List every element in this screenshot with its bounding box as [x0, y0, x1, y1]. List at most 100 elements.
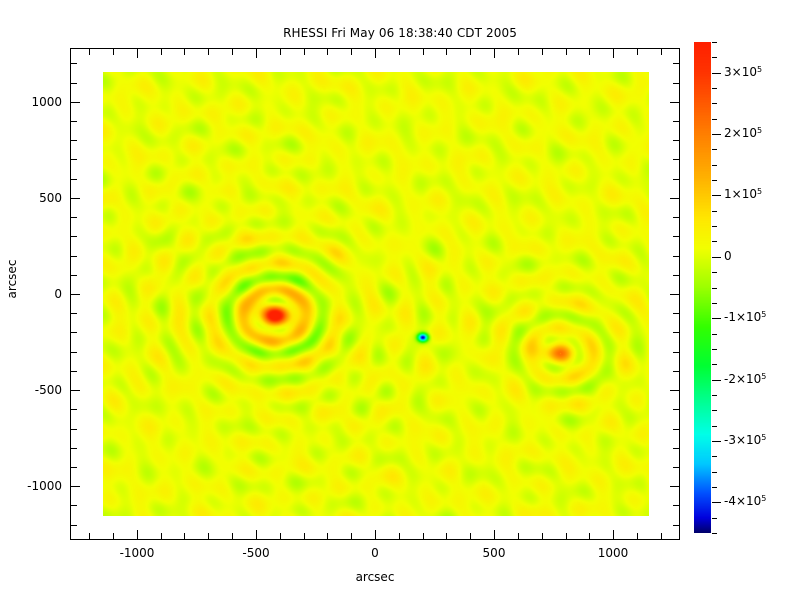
y-axis-title: arcsec	[5, 259, 19, 299]
colorbar-major-tick	[712, 502, 721, 503]
y-axis-minor-tick	[71, 121, 77, 122]
x-axis-top-major-tick	[256, 49, 257, 58]
colorbar-tick-label: -3×105	[724, 433, 767, 447]
y-axis-right-minor-tick	[673, 275, 679, 276]
colorbar-minor-tick	[712, 487, 717, 488]
colorbar-minor-tick	[712, 42, 717, 43]
y-axis-minor-tick	[71, 467, 77, 468]
colorbar-major-tick	[712, 441, 721, 442]
x-axis-top-minor-tick	[566, 49, 567, 55]
y-axis-right-minor-tick	[673, 313, 679, 314]
y-axis-tick-label: -500	[34, 383, 62, 397]
x-axis-minor-tick	[113, 533, 114, 539]
x-axis-major-tick	[137, 530, 138, 539]
y-axis-tick-label: -1000	[27, 479, 62, 493]
colorbar-minor-tick	[712, 272, 717, 273]
y-axis-major-tick	[71, 294, 80, 295]
colorbar-major-tick	[712, 380, 721, 381]
colorbar-gradient	[694, 42, 711, 533]
y-axis-right-minor-tick	[673, 448, 679, 449]
y-axis-right-major-tick	[670, 294, 679, 295]
y-axis-minor-tick	[71, 409, 77, 410]
colorbar-minor-tick	[712, 288, 717, 289]
y-axis-right-minor-tick	[673, 140, 679, 141]
x-axis-minor-tick	[161, 533, 162, 539]
x-axis-tick-label: 500	[482, 546, 506, 560]
colorbar-minor-tick	[712, 57, 717, 58]
y-axis-minor-tick	[71, 313, 77, 314]
colorbar-major-tick	[712, 195, 721, 196]
x-axis-title: arcsec	[355, 570, 395, 584]
colorbar-major-tick	[712, 318, 721, 319]
y-axis-right-minor-tick	[673, 121, 679, 122]
x-axis-minor-tick	[589, 533, 590, 539]
x-axis-top-minor-tick	[161, 49, 162, 55]
x-axis-top-minor-tick	[89, 49, 90, 55]
x-axis-top-minor-tick	[304, 49, 305, 55]
colorbar-minor-tick	[712, 426, 717, 427]
x-axis-minor-tick	[208, 533, 209, 539]
x-axis-minor-tick	[470, 533, 471, 539]
x-axis-minor-tick	[232, 533, 233, 539]
y-axis-right-minor-tick	[673, 525, 679, 526]
y-axis-right-minor-tick	[673, 429, 679, 430]
x-axis-top-major-tick	[375, 49, 376, 58]
colorbar-tick-label: -4×105	[724, 494, 767, 508]
y-axis-major-tick	[71, 486, 80, 487]
colorbar-minor-tick	[712, 334, 717, 335]
x-axis-top-minor-tick	[184, 49, 185, 55]
y-axis-minor-tick	[71, 63, 77, 64]
x-axis-top-minor-tick	[232, 49, 233, 55]
x-axis-minor-tick	[637, 533, 638, 539]
x-axis-minor-tick	[184, 533, 185, 539]
x-axis-top-minor-tick	[661, 49, 662, 55]
y-axis-minor-tick	[71, 505, 77, 506]
y-axis-right-minor-tick	[673, 217, 679, 218]
colorbar-minor-tick	[712, 211, 717, 212]
y-axis-tick-label: 500	[39, 191, 62, 205]
y-axis-minor-tick	[71, 332, 77, 333]
x-axis-top-minor-tick	[351, 49, 352, 55]
y-axis-right-minor-tick	[673, 332, 679, 333]
y-axis-right-minor-tick	[673, 467, 679, 468]
y-axis-right-minor-tick	[673, 63, 679, 64]
x-axis-top-minor-tick	[208, 49, 209, 55]
solar-image-heatmap	[103, 72, 649, 516]
x-axis-top-minor-tick	[327, 49, 328, 55]
y-axis-minor-tick	[71, 256, 77, 257]
colorbar-minor-tick	[712, 149, 717, 150]
x-axis-tick-label: -1000	[119, 546, 155, 560]
y-axis-tick-label: 1000	[31, 95, 62, 109]
x-axis-minor-tick	[327, 533, 328, 539]
y-axis-minor-tick	[71, 525, 77, 526]
y-axis-right-major-tick	[670, 198, 679, 199]
x-axis-top-minor-tick	[113, 49, 114, 55]
x-axis-tick-label: 0	[371, 546, 379, 560]
colorbar-tick-label: 2×105	[724, 126, 763, 140]
x-axis-minor-tick	[446, 533, 447, 539]
x-axis-minor-tick	[518, 533, 519, 539]
x-axis-major-tick	[613, 530, 614, 539]
x-axis-minor-tick	[351, 533, 352, 539]
y-axis-right-minor-tick	[673, 409, 679, 410]
x-axis-tick-label: -500	[242, 546, 270, 560]
colorbar-minor-tick	[712, 103, 717, 104]
colorbar-tick-label: 1×105	[724, 187, 763, 201]
x-axis-top-major-tick	[613, 49, 614, 58]
colorbar-tick-label: -2×105	[724, 372, 767, 386]
y-axis-right-minor-tick	[673, 179, 679, 180]
x-axis-top-minor-tick	[280, 49, 281, 55]
colorbar-minor-tick	[712, 180, 717, 181]
x-axis-major-tick	[375, 530, 376, 539]
colorbar-minor-tick	[712, 165, 717, 166]
x-axis-top-minor-tick	[446, 49, 447, 55]
y-axis-minor-tick	[71, 448, 77, 449]
y-axis-right-minor-tick	[673, 159, 679, 160]
y-axis-major-tick	[71, 390, 80, 391]
x-axis-top-minor-tick	[423, 49, 424, 55]
colorbar-minor-tick	[712, 518, 717, 519]
colorbar-minor-tick	[712, 349, 717, 350]
colorbar-minor-tick	[712, 410, 717, 411]
colorbar-minor-tick	[712, 88, 717, 89]
